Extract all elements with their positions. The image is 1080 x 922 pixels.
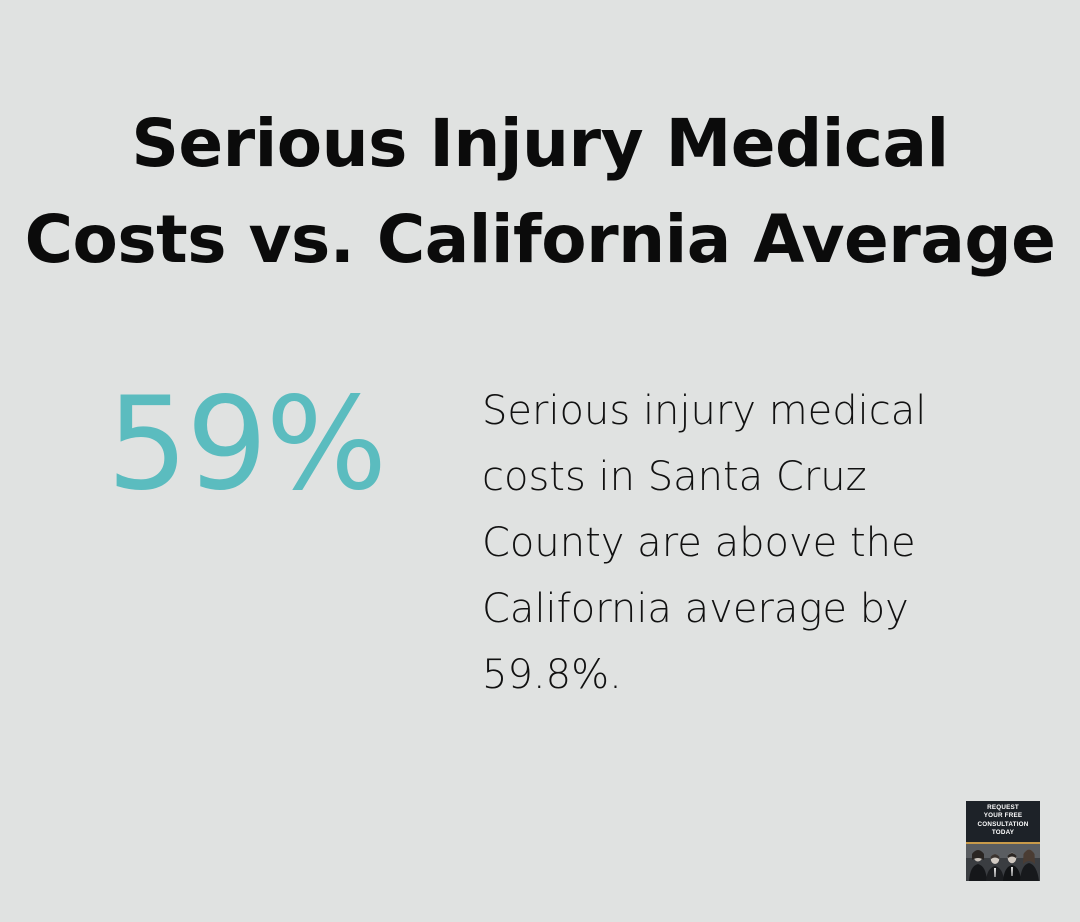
cta-label-line: TODAY bbox=[991, 829, 1015, 837]
attorney-team-photo bbox=[966, 844, 1040, 881]
cta-label-line: REQUEST bbox=[987, 804, 1019, 811]
cta-label: REQUEST YOUR FREE CONSULTATION TODAY bbox=[966, 804, 1040, 838]
cta-label-line: CONSULTATION bbox=[977, 820, 1029, 828]
stat-description: Serious injury medical costs in Santa Cr… bbox=[482, 378, 1042, 708]
stat-value: 59% bbox=[106, 370, 388, 519]
cta-label-line: YOUR FREE bbox=[983, 812, 1023, 820]
page-title: Serious Injury Medical Costs vs. Califor… bbox=[20, 96, 1060, 288]
free-consultation-button[interactable]: REQUEST YOUR FREE CONSULTATION TODAY bbox=[966, 801, 1040, 881]
stat-description-line: County are above the bbox=[482, 520, 916, 566]
stat-description-line: Serious injury medical bbox=[482, 388, 927, 434]
stat-description-line: California average by bbox=[482, 586, 909, 632]
stat-description-line: costs in Santa Cruz bbox=[482, 454, 867, 500]
title-line-2: Costs vs. California Average bbox=[24, 201, 1056, 278]
title-line-1: Serious Injury Medical bbox=[131, 105, 949, 182]
cta-divider bbox=[966, 842, 1040, 844]
stat-description-line: 59.8%. bbox=[482, 652, 622, 698]
